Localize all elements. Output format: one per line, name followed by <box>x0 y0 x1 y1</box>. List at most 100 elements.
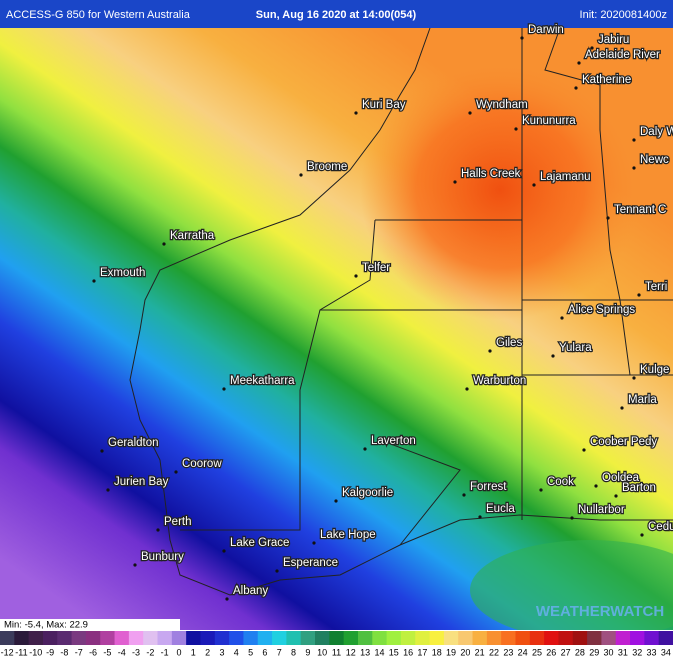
scale-swatch <box>257 631 273 645</box>
scale-swatch <box>587 631 602 645</box>
init-time: Init: 2020081400z <box>580 9 667 21</box>
place-label: Lajamanu <box>540 171 591 183</box>
scale-swatch <box>200 631 216 645</box>
scale-swatch <box>386 631 402 645</box>
place-label: Exmouth <box>100 267 145 279</box>
green-area <box>470 540 673 640</box>
place-label: Laverton <box>371 435 416 447</box>
place-dot <box>465 387 469 391</box>
place-dot <box>539 488 543 492</box>
place-label: Cook <box>547 476 574 488</box>
place-dot <box>637 293 641 297</box>
hot-core <box>360 60 640 320</box>
scale-label: 13 <box>360 647 370 657</box>
place-label: Bunbury <box>141 551 184 563</box>
scale-swatch <box>14 631 30 645</box>
scale-swatch <box>329 631 345 645</box>
place-dot <box>462 493 466 497</box>
place-label: Adelaide River <box>585 49 660 61</box>
place-dot <box>582 448 586 452</box>
place-label: Telfer <box>362 262 390 274</box>
place-dot <box>570 516 574 520</box>
place-dot <box>334 499 338 503</box>
place-dot <box>574 86 578 90</box>
scale-label: 2 <box>205 647 210 657</box>
place-label: Warburton <box>473 375 526 387</box>
scale-label: 16 <box>403 647 413 657</box>
place-label: Kalgoorlie <box>342 487 393 499</box>
scale-swatch <box>343 631 359 645</box>
scale-label: 4 <box>234 647 239 657</box>
place-label: Ceduna <box>648 521 673 533</box>
scale-swatch <box>515 631 531 645</box>
scale-swatch <box>100 631 116 645</box>
place-label: Wyndham <box>476 99 528 111</box>
place-label: Kulge <box>640 364 669 376</box>
scale-swatch <box>114 631 130 645</box>
scale-label: 19 <box>446 647 456 657</box>
place-label: Yulara <box>559 342 592 354</box>
scale-swatch <box>486 631 502 645</box>
place-label: Daly W <box>640 126 673 138</box>
scale-label: 3 <box>219 647 224 657</box>
scale-label: -9 <box>46 647 54 657</box>
scale-swatch <box>357 631 373 645</box>
place-label: Forrest <box>470 481 507 493</box>
scale-swatch <box>42 631 58 645</box>
scale-swatch <box>558 631 574 645</box>
minmax: Min: -5.4, Max: 22.9 <box>4 620 88 631</box>
place-dot <box>222 387 226 391</box>
place-label: Katherine <box>582 74 631 86</box>
scale-label: 33 <box>647 647 657 657</box>
place-dot <box>632 376 636 380</box>
place-dot <box>453 180 457 184</box>
place-label: Meekatharra <box>230 375 295 387</box>
scale-swatch <box>243 631 259 645</box>
scale-swatch <box>372 631 388 645</box>
scale-label: 21 <box>475 647 485 657</box>
scale-swatch <box>658 631 673 645</box>
place-label: Kuri Bay <box>362 99 406 111</box>
place-label: Kununurra <box>522 115 576 127</box>
place-label: Tennant C <box>614 204 666 216</box>
place-label: Coober Pedy <box>590 436 657 448</box>
scale-label: 28 <box>575 647 585 657</box>
place-label: Coorow <box>182 458 222 470</box>
scale-swatch <box>458 631 474 645</box>
scale-label: -10 <box>29 647 42 657</box>
place-dot <box>275 569 279 573</box>
place-dot <box>468 111 472 115</box>
scale-swatch <box>128 631 144 645</box>
scale-label: 20 <box>460 647 470 657</box>
place-label: Darwin <box>528 24 564 36</box>
place-label: Alice Springs <box>568 304 635 316</box>
scale-label: 18 <box>432 647 442 657</box>
scale-swatch <box>529 631 545 645</box>
model-title: ACCESS-G 850 for Western Australia <box>6 9 191 21</box>
scale-label: 14 <box>374 647 384 657</box>
scale-swatch <box>0 631 15 645</box>
scale-label: 25 <box>532 647 542 657</box>
place-dot <box>632 166 636 170</box>
valid-time: Sun, Aug 16 2020 at 14:00(054) <box>256 9 417 21</box>
scale-swatch <box>171 631 187 645</box>
place-label: Jabiru <box>598 34 629 46</box>
place-dot <box>532 183 536 187</box>
scale-swatch <box>57 631 73 645</box>
scale-swatch <box>400 631 416 645</box>
scale-label: 31 <box>618 647 628 657</box>
place-dot <box>640 533 644 537</box>
header-bar <box>0 0 673 28</box>
scale-label: -11 <box>15 647 27 657</box>
scale-swatch <box>28 631 44 645</box>
scale-label: 15 <box>389 647 399 657</box>
place-dot <box>594 484 598 488</box>
place-label: Albany <box>233 585 268 597</box>
minmax-box <box>0 619 180 630</box>
scale-swatch <box>315 631 330 645</box>
scale-label: 9 <box>305 647 310 657</box>
place-dot <box>354 111 358 115</box>
scale-swatch <box>85 631 101 645</box>
scale-label: 7 <box>277 647 282 657</box>
